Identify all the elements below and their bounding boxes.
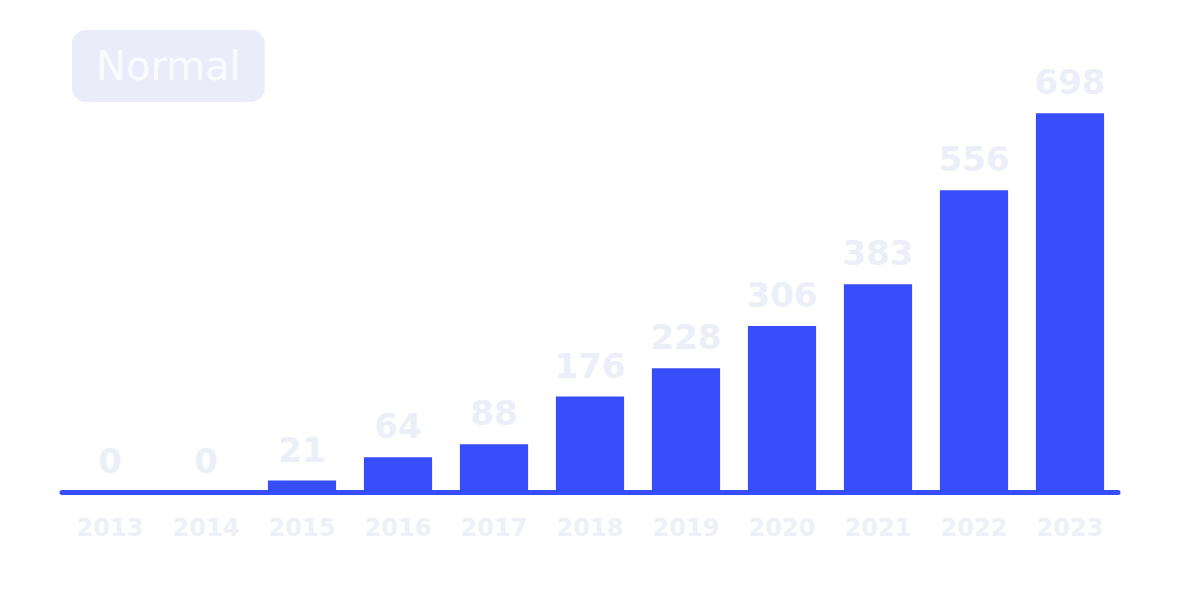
svg-text:2021: 2021 <box>845 514 912 542</box>
svg-text:2020: 2020 <box>749 514 816 542</box>
svg-text:64: 64 <box>374 406 421 446</box>
svg-text:2013: 2013 <box>77 514 144 542</box>
svg-text:306: 306 <box>747 275 818 315</box>
svg-text:2017: 2017 <box>461 514 528 542</box>
svg-text:383: 383 <box>843 233 914 273</box>
svg-text:0: 0 <box>98 441 122 481</box>
svg-text:21: 21 <box>278 430 325 470</box>
svg-text:88: 88 <box>470 393 517 433</box>
svg-text:228: 228 <box>651 317 722 357</box>
svg-text:2014: 2014 <box>173 514 240 542</box>
svg-text:2016: 2016 <box>365 514 432 542</box>
svg-text:2022: 2022 <box>941 514 1008 542</box>
svg-text:176: 176 <box>555 346 626 386</box>
svg-text:2018: 2018 <box>557 514 624 542</box>
svg-text:0: 0 <box>194 441 218 481</box>
svg-text:698: 698 <box>1035 62 1106 102</box>
svg-text:2019: 2019 <box>653 514 720 542</box>
svg-text:2023: 2023 <box>1037 514 1104 542</box>
svg-text:556: 556 <box>939 139 1010 179</box>
svg-text:Normal: Normal <box>96 43 241 89</box>
svg-text:2015: 2015 <box>269 514 336 542</box>
